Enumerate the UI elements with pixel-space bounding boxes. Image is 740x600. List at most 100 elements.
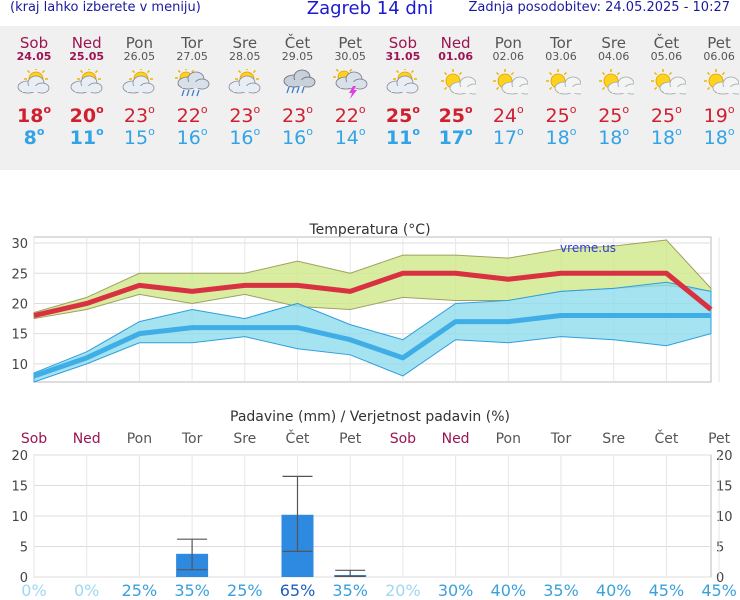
min-range-band	[33, 281, 712, 383]
forecast-day: Pet 30.05 22o 14o	[324, 26, 376, 149]
forecast-day: Sob 24.05 18o 8o	[8, 26, 60, 149]
precipitation-day-label: Sre	[602, 431, 625, 447]
max-temperature: 18o	[16, 103, 51, 127]
forecast-day: Čet 05.06 25o 18o	[640, 26, 692, 149]
forecast-day: Pon 26.05 23o 15o	[113, 26, 165, 149]
precipitation-probability-label: 45%	[701, 581, 737, 600]
max-temperature: 24o	[492, 103, 524, 127]
forecast-day: Ned 25.05 20o 11o	[61, 26, 113, 149]
max-temperature: 25o	[545, 103, 577, 127]
precipitation-probability-label: 0%	[21, 581, 46, 600]
precipitation-probability-label: 40%	[596, 581, 632, 600]
precipitation-y-tick-label-right: 15	[716, 480, 733, 495]
precipitation-day-label: Tor	[181, 431, 203, 447]
max-temperature: 23o	[282, 103, 313, 127]
min-temperature: 16o	[229, 125, 261, 149]
precipitation-day-label: Čet	[286, 429, 310, 447]
partly-cloudy-icon	[14, 67, 54, 99]
day-date: 24.05	[16, 50, 52, 63]
partly-cloudy-icon	[383, 67, 423, 99]
min-temperature: 16o	[282, 125, 313, 149]
day-date: 29.05	[281, 50, 314, 63]
day-name: Tor	[181, 34, 204, 52]
day-name: Ned	[440, 34, 471, 52]
max-temperature: 23o	[123, 103, 155, 127]
day-name: Sob	[388, 34, 417, 52]
day-date: 06.06	[703, 50, 735, 63]
precipitation-probability-label: 65%	[280, 581, 316, 600]
precipitation-probability-label: 25%	[122, 581, 158, 600]
max-temperature: 22o	[334, 103, 366, 127]
thunderstorm-icon	[330, 66, 370, 99]
temperature-chart-title: Temperatura (°C)	[308, 222, 430, 238]
day-name: Pet	[707, 34, 731, 52]
precipitation-y-tick-label-left: 15	[11, 480, 28, 495]
precipitation-day-label: Tor	[550, 431, 572, 447]
max-temperature-line	[33, 270, 713, 318]
day-name: Pon	[125, 34, 153, 52]
max-temperature: 20o	[69, 103, 104, 127]
day-date: 25.05	[69, 50, 105, 63]
min-temperature-line	[33, 313, 711, 379]
min-temperature: 16o	[176, 125, 208, 149]
precipitation-probability-label: 20%	[385, 581, 421, 600]
min-temperature: 18o	[598, 125, 630, 149]
forecast-day: Ned 01.06 25o 17o	[430, 26, 482, 149]
min-temperature: 17o	[438, 125, 473, 149]
mostly-sunny-icon	[646, 69, 692, 99]
day-date: 01.06	[438, 50, 473, 63]
day-name: Pon	[494, 34, 522, 52]
cloud-rain-icon	[278, 69, 318, 99]
precipitation-y-tick-label-right: 5	[716, 541, 724, 556]
precipitation-day-label: Pon	[127, 431, 152, 447]
temperature-y-tick-label: 20	[11, 297, 28, 312]
day-name: Ned	[71, 34, 102, 52]
daily-forecast-strip: Sob 24.05 18o 8o Ned 25.05 20o 11o Pon 26.05 23o 15…	[0, 26, 740, 170]
max-temperature: 22o	[176, 103, 208, 127]
day-name: Sre	[601, 34, 626, 52]
min-temperature: 18o	[545, 125, 577, 149]
precipitation-day-label: Sob	[390, 431, 416, 447]
min-temperature: 8o	[23, 125, 45, 149]
day-date: 27.05	[176, 50, 208, 63]
mostly-sunny-icon	[699, 69, 740, 99]
max-temperature: 25o	[385, 103, 420, 127]
precipitation-probability-label: 45%	[649, 581, 685, 600]
max-temperature: 25o	[598, 103, 630, 127]
day-date: 28.05	[229, 50, 261, 63]
partly-cloudy-icon	[225, 67, 265, 99]
day-date: 31.05	[385, 50, 421, 63]
precipitation-y-tick-label-right: 10	[716, 510, 733, 525]
day-date: 02.06	[492, 50, 525, 63]
precipitation-day-label: Sob	[21, 431, 47, 447]
forecast-day: Pon 02.06 24o 17o	[482, 26, 534, 149]
day-name: Tor	[550, 34, 572, 52]
precipitation-day-label: Čet	[654, 429, 678, 447]
precipitation-day-label: Ned	[442, 431, 470, 447]
min-temperature: 14o	[334, 125, 366, 149]
max-temperature: 25o	[438, 103, 473, 127]
day-name: Sre	[232, 34, 258, 52]
day-date: 26.05	[123, 50, 156, 63]
temperature-y-tick-label: 10	[11, 358, 28, 373]
day-name: Čet	[653, 34, 680, 52]
precipitation-y-tick-label-left: 10	[11, 510, 28, 525]
forecast-day: Sre 28.05 23o 16o	[219, 26, 271, 149]
temperature-y-tick-label: 30	[11, 237, 28, 252]
precipitation-chart-title: Padavine (mm) / Verjetnost padavin (%)	[230, 409, 510, 425]
max-temperature: 19o	[703, 103, 735, 127]
precipitation-probability-label: 30%	[438, 581, 474, 600]
precipitation-probability-label: 35%	[174, 581, 210, 600]
precipitation-day-label: Pet	[339, 431, 362, 447]
precipitation-y-tick-label-left: 20	[11, 449, 28, 464]
precipitation-y-tick-label-right: 0	[716, 571, 724, 586]
day-date: 04.06	[597, 50, 630, 63]
min-temperature: 11o	[385, 125, 420, 149]
day-date: 03.06	[545, 50, 577, 63]
min-temperature: 18o	[650, 125, 682, 149]
forecast-day: Čet 29.05 23o 16o	[272, 26, 324, 149]
precipitation-probability-label: 35%	[332, 581, 368, 600]
day-name: Sob	[19, 34, 49, 52]
location-hint: (kraj lahko izberete v meniju)	[10, 0, 201, 15]
precipitation-y-tick-label-left: 5	[20, 541, 28, 556]
